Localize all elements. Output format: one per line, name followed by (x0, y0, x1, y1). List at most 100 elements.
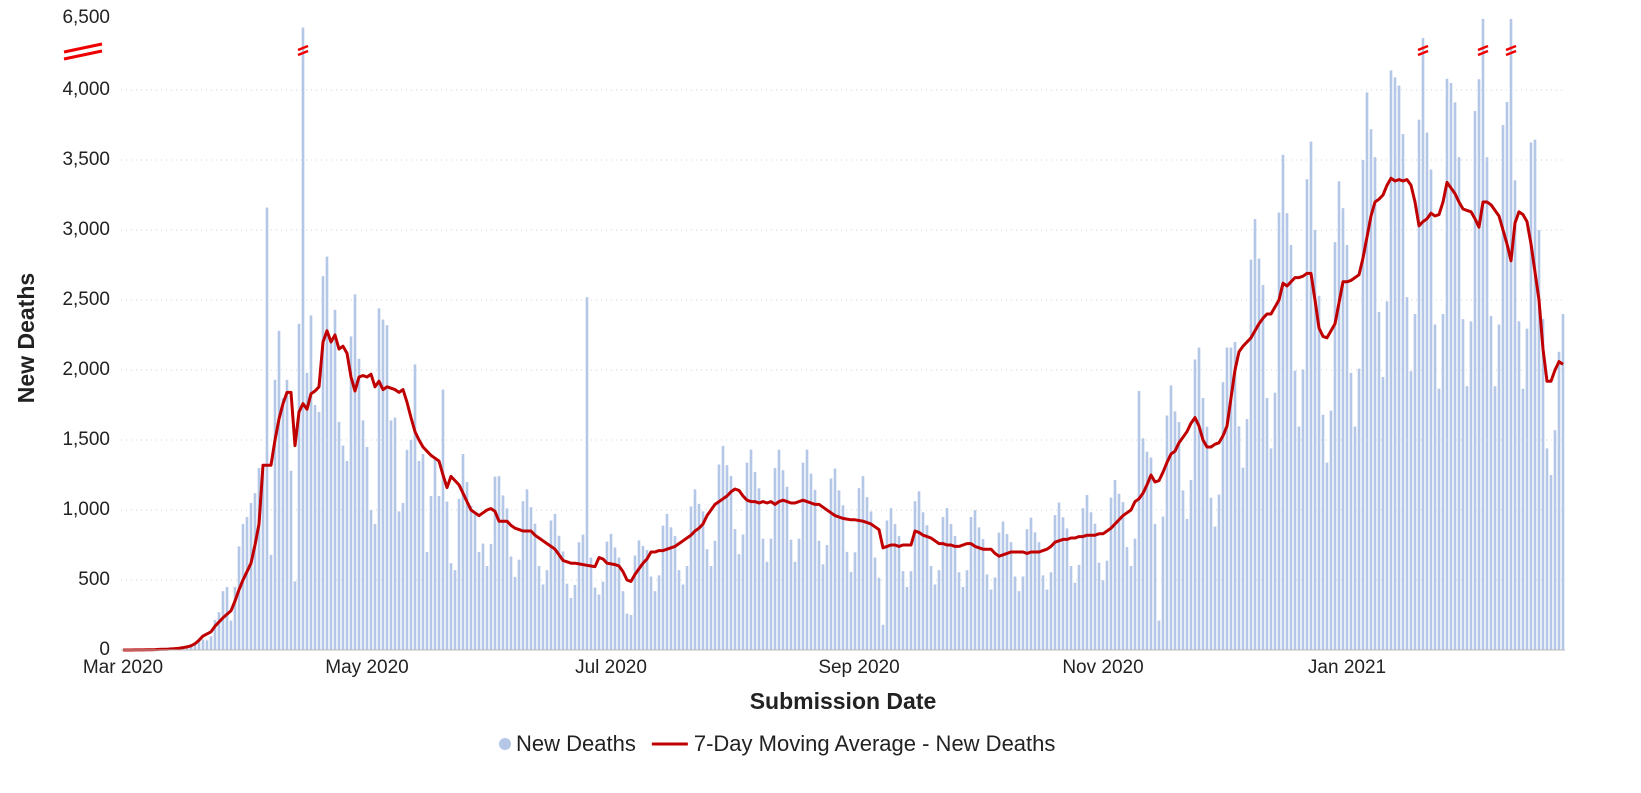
bar (257, 468, 261, 650)
bar (533, 523, 537, 650)
bar (765, 561, 769, 650)
bar (1385, 301, 1389, 650)
bar (349, 336, 353, 650)
bar (549, 520, 553, 650)
bar (1125, 547, 1129, 650)
bar (1069, 566, 1073, 650)
bar (1089, 512, 1093, 650)
bar (1485, 157, 1489, 650)
break-mark (1417, 44, 1429, 52)
bar (497, 476, 501, 650)
bar (841, 505, 845, 650)
bar (1177, 422, 1181, 650)
bar (673, 536, 677, 650)
bar (797, 538, 801, 650)
bar (1049, 572, 1053, 650)
bar (557, 535, 561, 650)
bar (433, 456, 437, 650)
bar (357, 358, 361, 650)
bar (837, 490, 841, 650)
bar (1113, 479, 1117, 650)
bar (769, 538, 773, 650)
bar (1533, 139, 1537, 650)
bar (481, 543, 485, 650)
bar (505, 508, 509, 650)
bar (1205, 426, 1209, 650)
bar (657, 575, 661, 650)
bar (973, 510, 977, 650)
break-mark (297, 44, 309, 52)
bar (1549, 475, 1553, 650)
bar (877, 577, 881, 650)
bar (609, 533, 613, 650)
bar (889, 508, 893, 650)
bar (873, 557, 877, 650)
bar (381, 319, 385, 650)
x-tick-label: Sep 2020 (818, 657, 899, 678)
x-tick-label: Nov 2020 (1062, 657, 1143, 678)
bar (405, 449, 409, 650)
bar (1301, 369, 1305, 650)
bar (321, 276, 325, 650)
bar (1225, 347, 1229, 650)
bar (509, 556, 513, 650)
bar (377, 308, 381, 650)
bar (581, 534, 585, 650)
break-mark (63, 42, 103, 54)
bar (925, 525, 929, 650)
bar (821, 564, 825, 650)
bar (589, 557, 593, 650)
bar (353, 294, 357, 650)
bar (1517, 321, 1521, 650)
bar (785, 486, 789, 650)
bar (625, 613, 629, 650)
x-tick-label: May 2020 (325, 657, 408, 678)
bar (597, 594, 601, 650)
bar (1217, 494, 1221, 650)
bar (1025, 529, 1029, 650)
bar (885, 520, 889, 650)
bar (213, 620, 217, 650)
bar (1021, 576, 1025, 650)
bar (441, 389, 445, 650)
y-tick-label: 0 (99, 639, 110, 660)
bar (681, 584, 685, 650)
y-tick-label: 6,500 (62, 7, 110, 28)
bar (245, 517, 249, 650)
bar (825, 545, 829, 650)
bar (957, 572, 961, 650)
bar (553, 513, 557, 650)
bar (1305, 179, 1309, 650)
bar (929, 566, 933, 650)
bar (757, 488, 761, 650)
bar (1165, 415, 1169, 650)
bar (1313, 230, 1317, 650)
bar (1457, 157, 1461, 650)
bar (693, 489, 697, 650)
bar (453, 570, 457, 650)
bar (893, 524, 897, 650)
x-tick-label: Jul 2020 (575, 657, 647, 678)
bar (1397, 85, 1401, 650)
bar (1093, 523, 1097, 650)
break-mark (297, 49, 309, 57)
bar (1433, 324, 1437, 650)
bar (1013, 576, 1017, 650)
bar (1501, 125, 1505, 650)
bar (1009, 542, 1013, 650)
bar (201, 639, 205, 650)
bar (601, 581, 605, 650)
bar (777, 449, 781, 650)
y-tick-label: 3,500 (62, 149, 110, 170)
bar (389, 420, 393, 650)
bar (1237, 426, 1241, 650)
bar (985, 574, 989, 650)
bar (969, 517, 973, 650)
x-tick-label: Mar 2020 (83, 657, 163, 678)
bar (1469, 321, 1473, 650)
bar (1409, 371, 1413, 650)
bar (685, 566, 689, 650)
bar (365, 447, 369, 650)
break-mark (1417, 49, 1429, 57)
